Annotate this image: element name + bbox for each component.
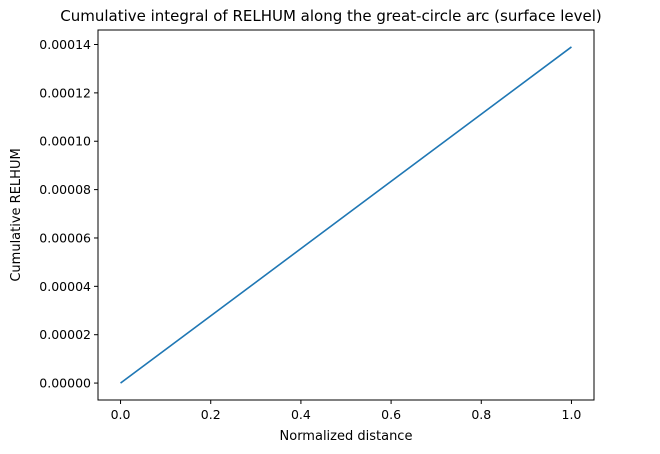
y-tick-label: 0.00012 bbox=[39, 85, 91, 100]
y-tick-label: 0.00010 bbox=[39, 134, 91, 149]
y-tick-label: 0.00000 bbox=[39, 376, 91, 391]
x-tick-label: 0.6 bbox=[381, 407, 401, 422]
plot-frame bbox=[97, 29, 595, 401]
y-tick-label: 0.00002 bbox=[39, 327, 91, 342]
x-axis-label: Normalized distance bbox=[280, 429, 413, 444]
x-tick-label: 0.2 bbox=[201, 407, 221, 422]
x-tick-label: 0.4 bbox=[291, 407, 311, 422]
y-tick-label: 0.00006 bbox=[39, 230, 91, 245]
x-tick-label: 1.0 bbox=[562, 407, 582, 422]
data-line bbox=[120, 46, 572, 384]
y-tick-label: 0.00004 bbox=[39, 279, 91, 294]
y-tick-label: 0.00008 bbox=[39, 182, 91, 197]
chart-title: Cumulative integral of RELHUM along the … bbox=[60, 7, 602, 25]
y-axis-label: Cumulative RELHUM bbox=[9, 148, 24, 281]
y-tick-label: 0.00014 bbox=[39, 37, 91, 52]
x-tick-label: 0.8 bbox=[471, 407, 491, 422]
x-tick-label: 0.0 bbox=[111, 407, 131, 422]
